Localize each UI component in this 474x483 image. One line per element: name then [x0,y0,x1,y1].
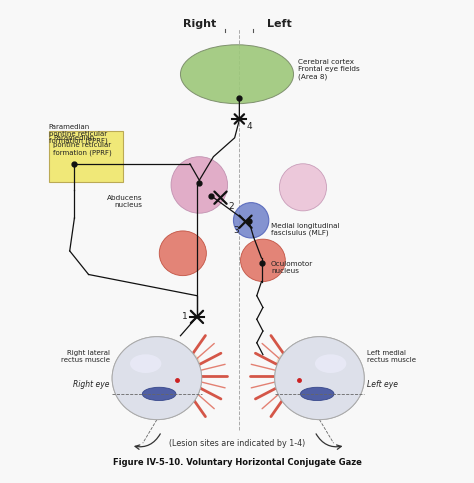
Text: Figure IV-5-10. Voluntary Horizontal Conjugate Gaze: Figure IV-5-10. Voluntary Horizontal Con… [112,458,362,468]
Ellipse shape [146,347,200,381]
Text: Right eye: Right eye [73,380,110,389]
Ellipse shape [112,337,201,420]
Text: Right lateral
rectus muscle: Right lateral rectus muscle [61,351,110,363]
Text: Right: Right [182,19,216,29]
Ellipse shape [130,355,161,373]
Text: Left eye: Left eye [366,380,398,389]
Text: Cerebral cortex
Frontal eye fields
(Area 8): Cerebral cortex Frontal eye fields (Area… [298,59,360,80]
Ellipse shape [181,45,293,104]
FancyArrowPatch shape [316,434,341,449]
Ellipse shape [275,337,364,420]
Text: 1: 1 [182,313,188,321]
Text: Oculomotor
nucleus: Oculomotor nucleus [271,261,313,274]
Ellipse shape [234,203,269,238]
Ellipse shape [112,337,201,420]
Text: Abducens
nucleus: Abducens nucleus [107,195,143,208]
Text: (Lesion sites are indicated by 1-4): (Lesion sites are indicated by 1-4) [169,439,305,448]
Ellipse shape [171,156,228,213]
Ellipse shape [301,387,334,400]
Ellipse shape [240,239,285,282]
Ellipse shape [275,337,364,420]
Ellipse shape [315,355,346,373]
Text: Left medial
rectus muscle: Left medial rectus muscle [366,351,416,363]
Text: 3: 3 [233,226,239,235]
Ellipse shape [142,387,176,400]
FancyArrowPatch shape [135,434,160,449]
Ellipse shape [159,231,206,276]
FancyBboxPatch shape [49,131,123,182]
Text: 4: 4 [247,122,253,130]
Text: Paramedian
pontine reticular
formation (PPRF): Paramedian pontine reticular formation (… [53,135,112,156]
Text: Left: Left [267,19,292,29]
Ellipse shape [276,347,330,381]
Text: Paramedian
pontine reticular
formation (PPRF): Paramedian pontine reticular formation (… [48,124,107,144]
Text: 2: 2 [228,202,234,211]
Text: Medial longitudinal
fascisulus (MLF): Medial longitudinal fascisulus (MLF) [271,223,339,237]
Ellipse shape [279,164,327,211]
